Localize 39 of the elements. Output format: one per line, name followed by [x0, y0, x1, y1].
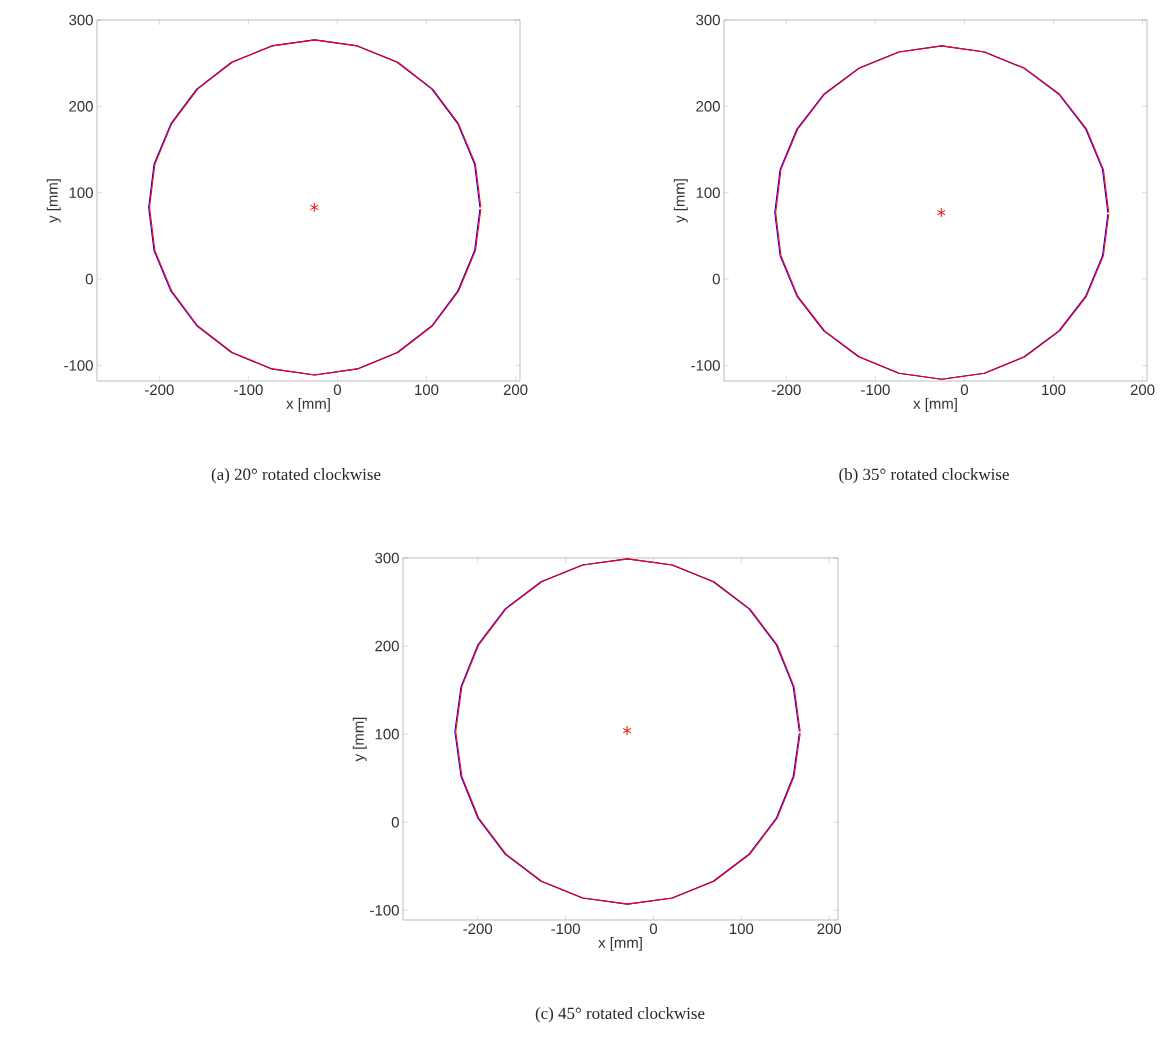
y-tick-label: 300	[69, 14, 93, 26]
x-axis-title: x [mm]	[598, 936, 642, 951]
y-tick-label: 100	[375, 728, 399, 740]
x-axis-title: x [mm]	[913, 397, 957, 412]
x-tick-label: 100	[415, 384, 439, 396]
x-tick-label: 0	[960, 384, 969, 396]
x-tick-label: 200	[1130, 384, 1155, 396]
text: (b) 35° rotated clockwise	[839, 468, 1009, 484]
x-axis-title: x [mm]	[286, 397, 330, 412]
x-tick-label: 200	[503, 384, 528, 396]
y-tick-label: 200	[69, 101, 93, 112]
text: (a) 20° rotated clockwise	[211, 468, 381, 484]
x-tick-label: -100	[861, 384, 890, 396]
y-tick-label: 0	[712, 273, 720, 285]
y-tick-label: 300	[696, 14, 720, 26]
y-tick-label: 100	[696, 187, 720, 198]
x-tick-label: 0	[649, 923, 658, 935]
y-tick-label: -100	[64, 360, 93, 371]
x-tick-label: -200	[772, 384, 801, 396]
text: (c) 45° rotated clockwise	[535, 1007, 705, 1023]
x-tick-label: 100	[730, 923, 754, 935]
y-tick-label: 100	[69, 187, 93, 198]
y-tick-label: -100	[691, 360, 720, 371]
y-tick-label: 200	[375, 640, 399, 652]
y-tick-label: 0	[391, 816, 399, 828]
y-tick-label: 200	[696, 101, 720, 112]
y-tick-label: -100	[370, 905, 399, 916]
y-tick-label: 0	[85, 273, 93, 285]
x-tick-label: 100	[1042, 384, 1066, 396]
x-tick-label: -100	[551, 923, 580, 935]
y-axis-title: y [mm]	[352, 717, 367, 762]
x-tick-label: -200	[145, 384, 174, 396]
x-tick-label: 0	[333, 384, 342, 396]
y-axis-title: y [mm]	[46, 179, 61, 223]
x-tick-label: -200	[463, 923, 493, 935]
y-tick-label: 300	[375, 552, 399, 564]
x-tick-label: -100	[234, 384, 263, 396]
x-tick-label: 200	[817, 923, 842, 935]
y-axis-title: y [mm]	[673, 179, 688, 223]
